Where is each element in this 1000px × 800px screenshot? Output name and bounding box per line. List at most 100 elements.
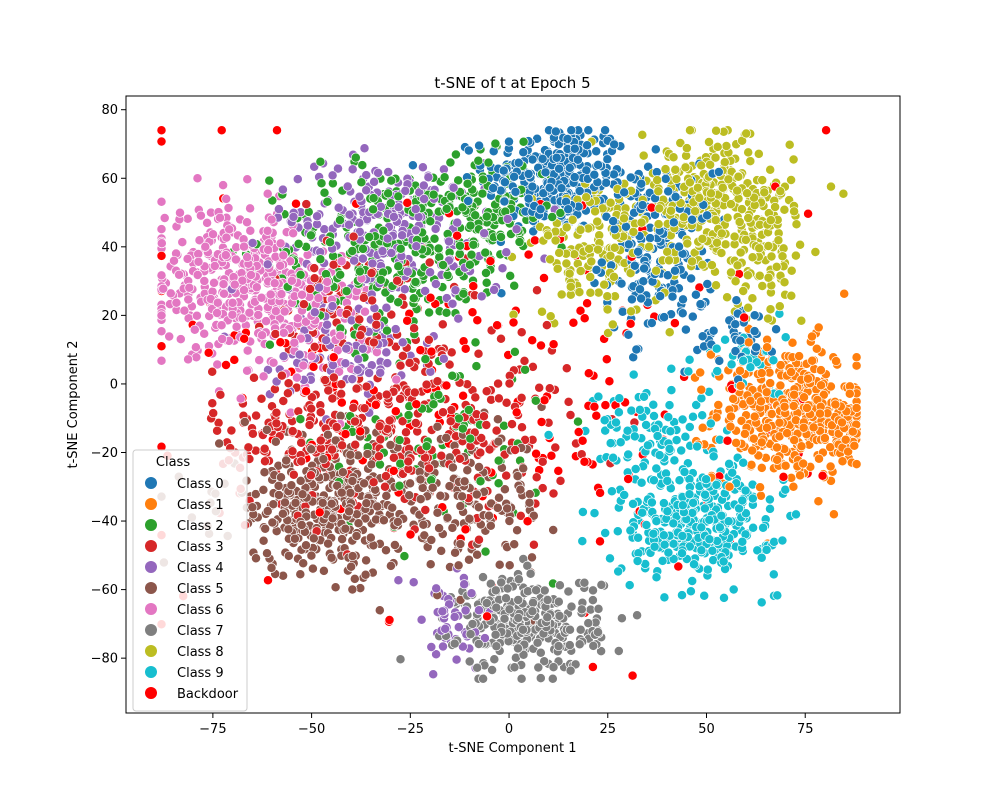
data-point-class-4 [361, 170, 372, 181]
data-point-class-8 [742, 270, 753, 281]
data-point-backdoor [415, 345, 426, 356]
data-point-class-5 [361, 498, 372, 509]
data-point-class-7 [490, 629, 501, 640]
data-point-class-9 [669, 455, 680, 466]
data-point-class-3 [519, 355, 530, 366]
data-point-class-5 [326, 498, 337, 509]
data-point-class-9 [615, 437, 626, 448]
data-point-class-0 [564, 162, 575, 173]
data-point-class-8 [574, 287, 585, 298]
data-point-class-6 [199, 328, 210, 339]
data-point-class-5 [415, 474, 426, 485]
data-point-class-4 [381, 347, 392, 358]
data-point-class-6 [209, 277, 219, 288]
data-point-class-7 [465, 629, 476, 640]
data-point-class-8 [710, 215, 721, 226]
data-point-class-5 [385, 440, 396, 450]
data-point-backdoor [328, 352, 339, 363]
data-point-class-0 [563, 204, 574, 215]
data-point-class-9 [649, 541, 660, 552]
data-point-class-8 [680, 162, 691, 173]
data-point-backdoor [411, 399, 422, 410]
data-point-class-8 [729, 231, 740, 242]
data-point-class-0 [562, 134, 573, 144]
data-point-class-0 [601, 177, 612, 188]
data-point-class-6 [246, 270, 256, 280]
data-point-class-8 [732, 185, 743, 196]
data-point-class-6 [209, 261, 220, 271]
data-point-class-5 [527, 552, 537, 563]
data-point-backdoor [821, 125, 832, 136]
data-point-class-9 [727, 467, 738, 478]
data-point-class-5 [251, 553, 261, 564]
data-point-class-0 [572, 154, 583, 165]
data-point-class-5 [258, 484, 269, 495]
data-point-class-2 [315, 254, 326, 265]
data-point-class-9 [677, 531, 688, 541]
data-point-class-0 [655, 291, 666, 302]
data-point-class-8 [743, 213, 754, 223]
data-point-class-4 [502, 214, 513, 224]
data-point-class-6 [391, 374, 402, 385]
data-point-class-6 [223, 203, 234, 213]
data-point-class-2 [341, 286, 352, 297]
data-point-class-9 [589, 508, 600, 519]
data-point-class-8 [605, 250, 616, 261]
data-point-class-3 [423, 334, 434, 345]
data-point-class-6 [231, 321, 242, 332]
data-point-class-8 [609, 242, 620, 253]
data-point-class-0 [636, 178, 647, 189]
data-point-class-2 [364, 232, 375, 242]
data-point-class-8 [738, 286, 749, 296]
data-point-class-4 [393, 575, 404, 586]
data-point-class-2 [375, 274, 386, 285]
data-point-class-4 [309, 307, 320, 318]
data-point-class-4 [479, 228, 490, 239]
data-point-class-9 [619, 490, 630, 500]
data-point-class-9 [761, 544, 772, 555]
data-point-class-3 [350, 416, 360, 427]
data-point-class-9 [699, 590, 710, 601]
data-point-class-1 [779, 401, 790, 412]
data-point-class-9 [674, 475, 685, 486]
data-point-class-8 [543, 230, 554, 241]
data-point-class-2 [520, 364, 531, 375]
data-point-backdoor [539, 395, 550, 406]
data-point-class-0 [735, 335, 746, 346]
data-point-class-0 [550, 126, 561, 137]
data-point-class-7 [613, 646, 624, 656]
data-point-class-8 [556, 289, 567, 300]
data-point-class-5 [276, 472, 286, 483]
data-point-class-5 [258, 535, 269, 546]
data-point-class-3 [320, 375, 331, 386]
data-point-class-4 [428, 669, 439, 680]
data-point-backdoor [600, 400, 611, 411]
data-point-class-9 [662, 475, 673, 486]
data-point-class-1 [811, 343, 822, 354]
data-point-class-5 [432, 421, 443, 432]
data-point-class-5 [337, 534, 348, 545]
data-point-class-8 [722, 212, 733, 223]
data-point-class-5 [366, 459, 377, 470]
data-point-backdoor [291, 198, 301, 209]
data-point-class-8 [603, 328, 614, 338]
data-point-class-8 [605, 197, 616, 208]
data-point-class-5 [362, 449, 373, 459]
data-point-backdoor [467, 307, 478, 318]
data-point-class-9 [680, 431, 691, 442]
data-point-class-6 [199, 276, 210, 286]
data-point-class-4 [388, 211, 399, 222]
data-point-class-6 [261, 316, 272, 327]
data-point-class-6 [239, 241, 249, 252]
data-point-class-9 [772, 590, 783, 601]
data-point-class-1 [802, 403, 812, 413]
data-point-class-4 [425, 267, 436, 278]
data-point-class-1 [762, 342, 773, 353]
data-point-class-0 [631, 344, 642, 355]
data-point-class-3 [247, 428, 258, 439]
data-point-class-9 [683, 366, 694, 377]
data-point-class-0 [702, 210, 713, 221]
data-point-class-1 [849, 440, 860, 451]
data-point-class-2 [357, 160, 368, 171]
